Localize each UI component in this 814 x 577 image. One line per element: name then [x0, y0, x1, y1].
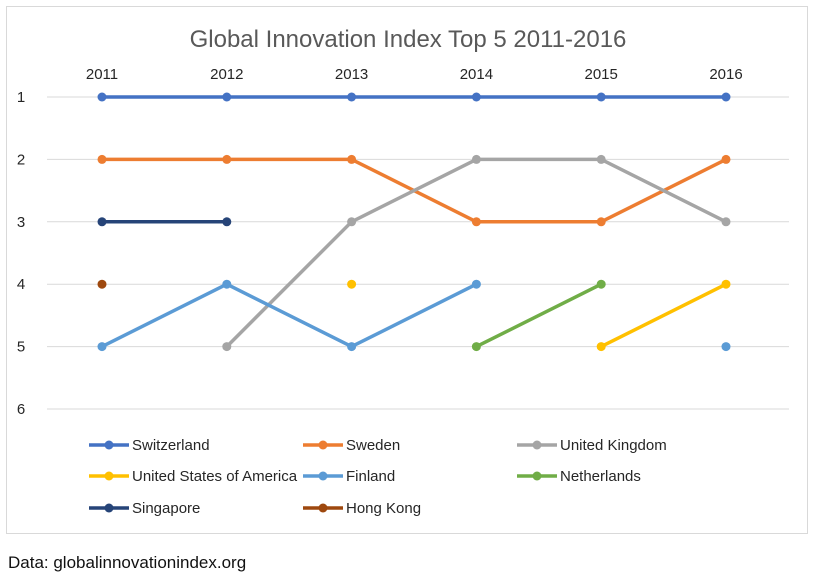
legend-item: United States of America	[89, 468, 298, 485]
data-point	[97, 217, 107, 227]
series-line-segment	[225, 220, 354, 349]
data-point	[97, 92, 107, 102]
chart-title: Global Innovation Index Top 5 2011-2016	[190, 26, 627, 53]
legend-label: United Kingdom	[560, 437, 667, 454]
legend-item: Singapore	[89, 500, 200, 517]
series-sweden	[97, 154, 731, 227]
legend-marker	[532, 471, 542, 481]
data-point	[222, 154, 232, 164]
series-line-segment	[225, 282, 354, 349]
data-point	[471, 217, 481, 227]
data-point	[222, 217, 232, 227]
legend-marker	[318, 440, 328, 450]
line-chart: Global Innovation Index Top 5 2011-2016 …	[17, 26, 789, 517]
series-united-kingdom	[222, 154, 731, 352]
data-point	[222, 279, 232, 289]
legend-label: Singapore	[132, 500, 200, 517]
legend-item: United Kingdom	[517, 437, 667, 454]
series-finland	[97, 279, 731, 352]
data-point	[471, 279, 481, 289]
legend: Switzerland Sweden United Kingdom United St…	[89, 437, 667, 517]
data-point	[721, 279, 731, 289]
series-line-segment	[100, 282, 229, 349]
series-united-states-of-america	[347, 279, 731, 352]
legend-item: Hong Kong	[303, 500, 421, 517]
data-point	[596, 217, 606, 227]
x-axis-ticks: 2011 2012 2013 2014 2015 2016	[86, 66, 743, 83]
legend-label: Sweden	[346, 437, 400, 454]
legend-label: Switzerland	[132, 437, 210, 454]
legend-item: Switzerland	[89, 437, 210, 454]
chart-frame: Global Innovation Index Top 5 2011-2016 …	[6, 6, 808, 534]
data-point	[596, 279, 606, 289]
data-point	[97, 342, 107, 352]
legend-label: Netherlands	[560, 468, 641, 485]
source-note: Data: globalinnovationindex.org	[8, 553, 247, 572]
data-point	[721, 217, 731, 227]
data-point	[222, 342, 232, 352]
series-line-segment	[474, 282, 603, 349]
y-axis-ticks: 1 2 3 4 5 6	[17, 89, 25, 418]
data-point	[471, 154, 481, 164]
data-point	[596, 92, 606, 102]
data-point	[721, 92, 731, 102]
x-tick-label: 2013	[335, 66, 368, 83]
data-point	[222, 92, 232, 102]
data-point	[347, 342, 357, 352]
x-tick-label: 2016	[709, 66, 742, 83]
data-point	[97, 154, 107, 164]
y-tick-label: 5	[17, 339, 25, 356]
y-tick-label: 6	[17, 401, 25, 418]
legend-marker	[532, 440, 542, 450]
data-point	[347, 217, 357, 227]
series-line-segment	[349, 157, 479, 224]
data-point	[471, 92, 481, 102]
data-point	[721, 342, 731, 352]
legend-marker	[318, 503, 328, 513]
legend-marker	[318, 471, 328, 481]
series-line-segment	[599, 157, 728, 224]
data-point	[596, 342, 606, 352]
data-point	[97, 279, 107, 289]
x-tick-label: 2014	[460, 66, 493, 83]
data-point	[721, 154, 731, 164]
series-switzerland	[97, 92, 731, 102]
y-tick-label: 4	[17, 276, 25, 293]
x-tick-label: 2012	[210, 66, 243, 83]
legend-item: Finland	[303, 468, 395, 485]
gridlines	[47, 96, 789, 410]
legend-marker	[104, 471, 114, 481]
data-point	[471, 342, 481, 352]
data-point	[596, 154, 606, 164]
y-tick-label: 3	[17, 214, 25, 231]
legend-marker	[104, 503, 114, 513]
data-point	[347, 92, 357, 102]
y-tick-label: 1	[17, 89, 25, 106]
legend-item: Netherlands	[517, 468, 641, 485]
series-lines	[97, 92, 731, 352]
data-point	[347, 154, 357, 164]
series-hong-kong	[97, 279, 107, 289]
x-tick-label: 2015	[585, 66, 618, 83]
series-singapore	[97, 217, 232, 227]
data-point	[347, 279, 357, 289]
legend-item: Sweden	[303, 437, 400, 454]
legend-label: Finland	[346, 468, 395, 485]
series-line-segment	[599, 282, 728, 349]
legend-marker	[104, 440, 114, 450]
legend-label: Hong Kong	[346, 500, 421, 517]
series-line-segment	[349, 282, 479, 349]
series-netherlands	[471, 279, 606, 352]
legend-label: United States of America	[132, 468, 298, 485]
x-tick-label: 2011	[86, 66, 118, 83]
y-tick-label: 2	[17, 151, 25, 168]
